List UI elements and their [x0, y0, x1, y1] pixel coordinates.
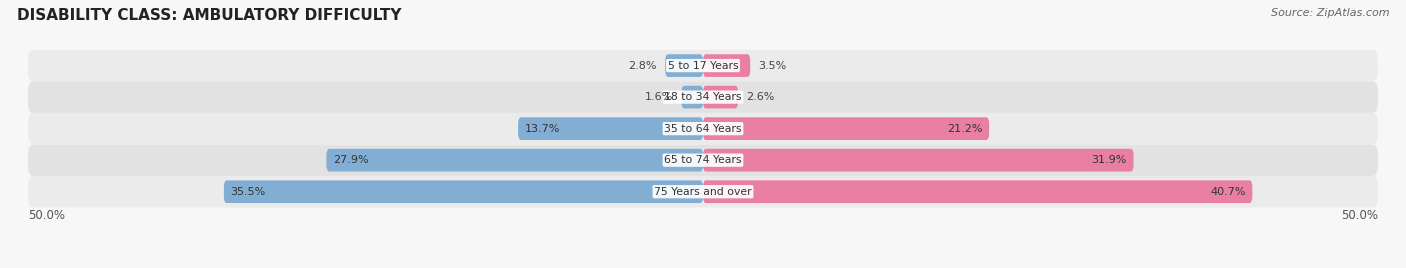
Text: 13.7%: 13.7% — [524, 124, 560, 134]
Text: 27.9%: 27.9% — [333, 155, 368, 165]
Text: 35 to 64 Years: 35 to 64 Years — [664, 124, 742, 134]
Text: 21.2%: 21.2% — [946, 124, 983, 134]
Text: 1.6%: 1.6% — [645, 92, 673, 102]
FancyBboxPatch shape — [703, 54, 751, 77]
FancyBboxPatch shape — [682, 86, 703, 109]
FancyBboxPatch shape — [703, 86, 738, 109]
Text: 75 Years and over: 75 Years and over — [654, 187, 752, 197]
FancyBboxPatch shape — [703, 149, 1133, 172]
Text: 35.5%: 35.5% — [231, 187, 266, 197]
Text: 3.5%: 3.5% — [758, 61, 786, 70]
Text: 31.9%: 31.9% — [1091, 155, 1126, 165]
Text: 50.0%: 50.0% — [28, 209, 65, 222]
FancyBboxPatch shape — [28, 176, 1378, 207]
Text: DISABILITY CLASS: AMBULATORY DIFFICULTY: DISABILITY CLASS: AMBULATORY DIFFICULTY — [17, 8, 401, 23]
FancyBboxPatch shape — [517, 117, 703, 140]
Text: Source: ZipAtlas.com: Source: ZipAtlas.com — [1271, 8, 1389, 18]
FancyBboxPatch shape — [326, 149, 703, 172]
FancyBboxPatch shape — [703, 180, 1253, 203]
FancyBboxPatch shape — [28, 113, 1378, 144]
FancyBboxPatch shape — [665, 54, 703, 77]
Text: 65 to 74 Years: 65 to 74 Years — [664, 155, 742, 165]
FancyBboxPatch shape — [224, 180, 703, 203]
FancyBboxPatch shape — [28, 81, 1378, 113]
FancyBboxPatch shape — [703, 117, 990, 140]
FancyBboxPatch shape — [28, 50, 1378, 81]
Text: 18 to 34 Years: 18 to 34 Years — [664, 92, 742, 102]
Text: 50.0%: 50.0% — [1341, 209, 1378, 222]
Text: 2.8%: 2.8% — [628, 61, 657, 70]
FancyBboxPatch shape — [28, 144, 1378, 176]
Text: 2.6%: 2.6% — [747, 92, 775, 102]
Text: 5 to 17 Years: 5 to 17 Years — [668, 61, 738, 70]
Text: 40.7%: 40.7% — [1211, 187, 1246, 197]
